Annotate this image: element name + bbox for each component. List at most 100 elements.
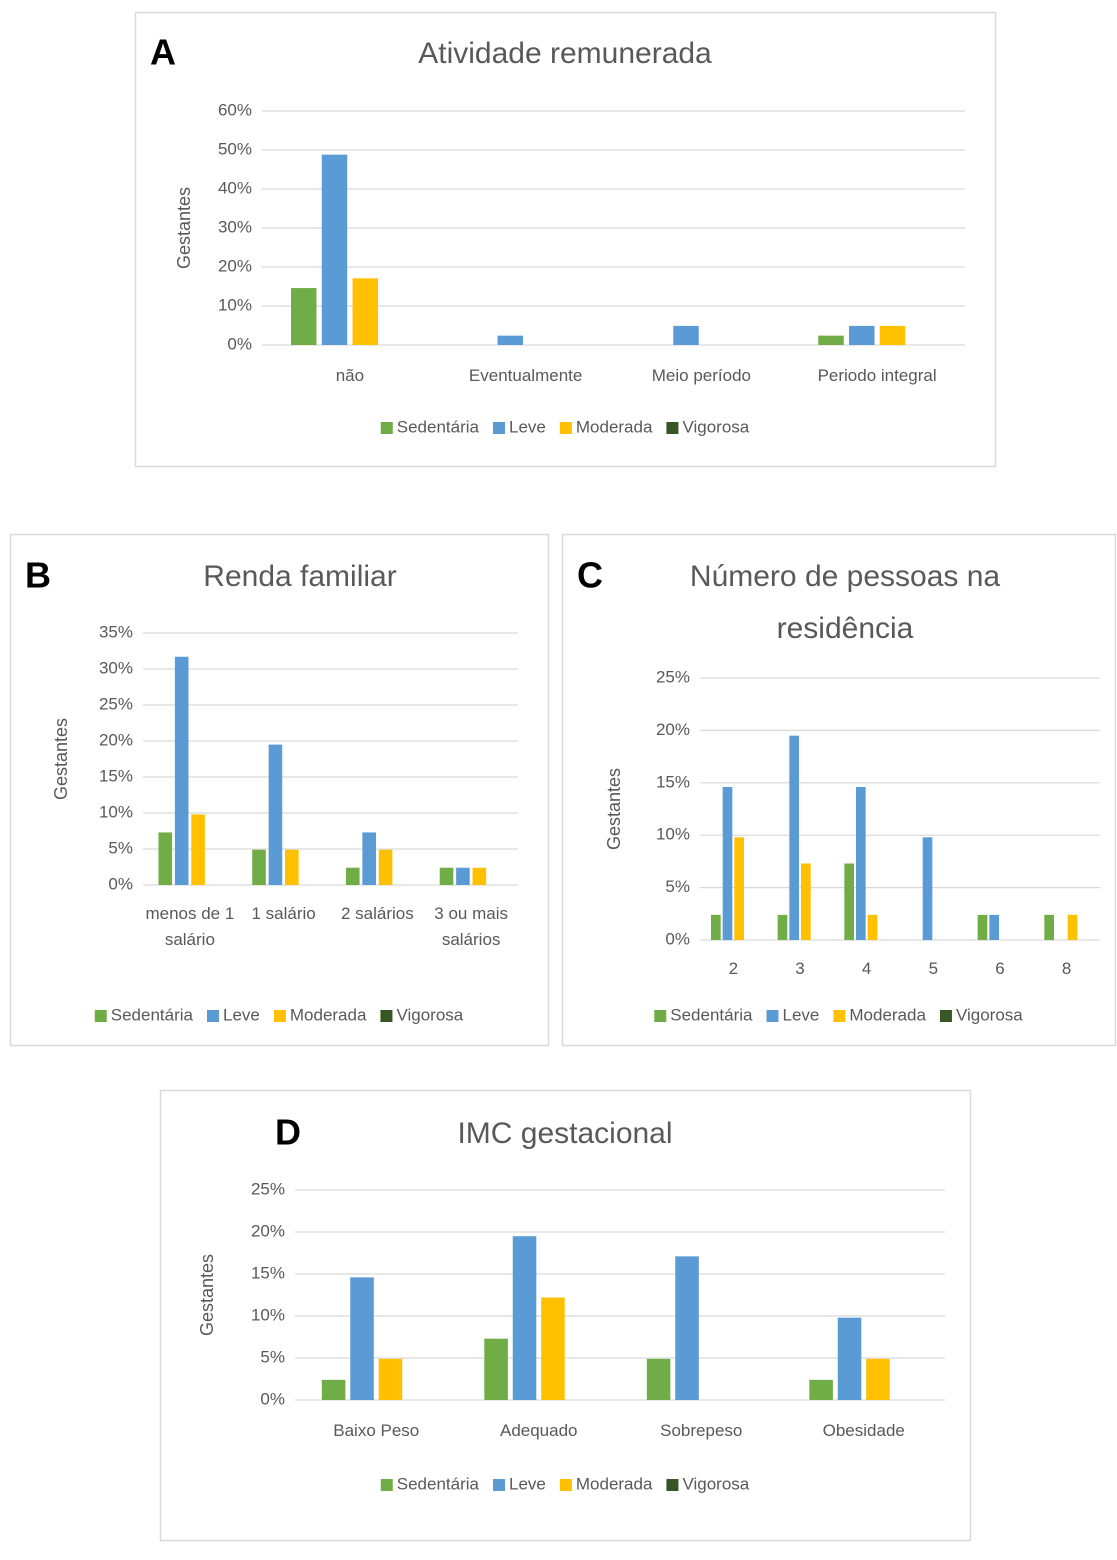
y-tick-label: 5% xyxy=(108,838,133,857)
x-tick-label: Obesidade xyxy=(823,1421,905,1440)
bar xyxy=(290,288,317,345)
legend-swatch xyxy=(493,422,505,434)
y-tick-label: 0% xyxy=(665,929,690,948)
legend-swatch xyxy=(666,1479,679,1491)
bar xyxy=(252,849,266,885)
y-tick-label: 5% xyxy=(665,877,690,896)
bar xyxy=(456,867,470,885)
chart-frame xyxy=(561,533,1117,1047)
legend-label: Vigorosa xyxy=(396,1005,463,1024)
y-tick-label: 5% xyxy=(260,1347,285,1366)
bar xyxy=(818,335,844,345)
bar xyxy=(711,914,721,940)
legend-swatch xyxy=(833,1010,846,1022)
bar xyxy=(321,154,348,345)
y-tick-label: 20% xyxy=(656,720,690,739)
y-tick-label: 10% xyxy=(656,825,690,844)
y-tick-label: 15% xyxy=(251,1263,285,1282)
y-tick-label: 10% xyxy=(251,1305,285,1324)
bar xyxy=(809,1379,833,1400)
bar xyxy=(439,867,454,885)
legend-swatch xyxy=(559,422,572,434)
legend-swatch xyxy=(493,1479,505,1491)
x-tick-label: 2 xyxy=(729,959,738,978)
legend-label: Leve xyxy=(783,1005,820,1024)
x-tick-label: Eventualmente xyxy=(469,366,582,385)
x-tick-label: menos de 1 salário xyxy=(145,904,234,949)
bar xyxy=(350,1277,374,1400)
bar xyxy=(345,867,360,885)
bar xyxy=(777,914,788,940)
x-tick-label: Periodo integral xyxy=(818,366,937,385)
y-tick-label: 0% xyxy=(260,1389,285,1408)
x-tick-label: 8 xyxy=(1062,959,1071,978)
bar xyxy=(801,863,811,940)
x-tick-label: Sobrepeso xyxy=(660,1421,742,1440)
legend-label: Sedentária xyxy=(397,417,480,436)
y-tick-label: 10% xyxy=(218,295,252,314)
bar xyxy=(174,656,189,885)
legend-label: Sedentária xyxy=(670,1005,753,1024)
y-tick-label: 35% xyxy=(99,622,133,641)
bar xyxy=(285,849,299,885)
bar xyxy=(191,814,205,885)
y-axis-label: Gestantes xyxy=(174,187,194,269)
bar xyxy=(673,325,699,345)
legend-swatch xyxy=(766,1010,779,1022)
y-tick-label: 20% xyxy=(251,1221,285,1240)
y-tick-label: 15% xyxy=(99,766,133,785)
legend-swatch xyxy=(939,1010,952,1022)
bar xyxy=(837,1317,862,1400)
chart-title: Número de pessoas na residência xyxy=(690,560,1000,645)
x-tick-label: 2 salários xyxy=(341,904,414,923)
bar xyxy=(675,1256,699,1400)
legend-label: Moderada xyxy=(576,1474,653,1493)
bar xyxy=(977,914,988,940)
x-tick-label: Adequado xyxy=(500,1421,578,1440)
legend-label: Vigorosa xyxy=(956,1005,1023,1024)
y-tick-label: 30% xyxy=(99,658,133,677)
x-tick-label: Meio período xyxy=(652,366,751,385)
bar xyxy=(1044,914,1054,940)
panel-letter: D xyxy=(275,1112,301,1153)
bar xyxy=(541,1297,565,1400)
bar xyxy=(867,914,878,940)
bar xyxy=(646,1358,671,1400)
bar xyxy=(789,735,799,940)
y-tick-label: 25% xyxy=(656,667,690,686)
bar xyxy=(378,1358,403,1400)
bar xyxy=(512,1236,537,1400)
bar xyxy=(497,335,523,345)
bar xyxy=(352,278,378,345)
bar xyxy=(268,744,283,885)
legend-swatch xyxy=(380,1010,393,1022)
legend-label: Vigorosa xyxy=(682,1474,749,1493)
x-tick-label: Baixo Peso xyxy=(333,1421,419,1440)
y-axis-label: Gestantes xyxy=(51,718,71,800)
legend-swatch xyxy=(654,1010,667,1022)
bar xyxy=(844,863,854,940)
legend-label: Sedentária xyxy=(397,1474,480,1493)
legend-swatch xyxy=(666,422,679,434)
bar xyxy=(989,914,999,940)
legend-swatch xyxy=(94,1010,107,1022)
legend-label: Sedentária xyxy=(111,1005,194,1024)
y-tick-label: 0% xyxy=(108,874,133,893)
y-tick-label: 50% xyxy=(218,139,252,158)
x-tick-label: 5 xyxy=(929,959,938,978)
panel-letter: C xyxy=(577,555,603,596)
legend-swatch xyxy=(273,1010,286,1022)
chart-title: IMC gestacional xyxy=(457,1117,672,1150)
y-tick-label: 25% xyxy=(251,1179,285,1198)
legend-label: Leve xyxy=(509,1474,546,1493)
legend-label: Moderada xyxy=(849,1005,926,1024)
chart-title: Renda familiar xyxy=(203,560,396,593)
legend-label: Leve xyxy=(223,1005,260,1024)
x-tick-label: 6 xyxy=(995,959,1004,978)
legend-swatch xyxy=(207,1010,219,1022)
legend-swatch xyxy=(380,1479,393,1491)
bar xyxy=(484,1338,508,1400)
legend-swatch xyxy=(559,1479,572,1491)
bar xyxy=(722,786,733,940)
legend-swatch xyxy=(380,422,393,434)
